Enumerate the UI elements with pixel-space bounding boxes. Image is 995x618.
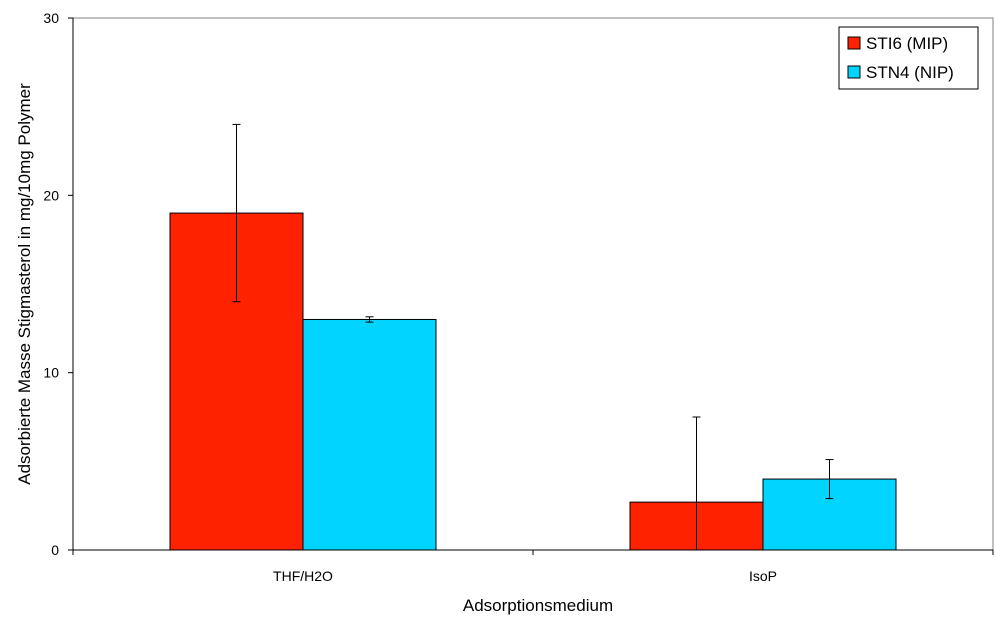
y-tick-label: 10 [43, 365, 59, 381]
plot-area: 0 10 20 30 THF/H2O IsoP [43, 10, 993, 584]
legend-swatch [848, 66, 860, 78]
legend: STI6 (MIP) STN4 (NIP) [839, 27, 978, 89]
x-axis-title: Adsorptionsmedium [463, 596, 613, 615]
x-tick-label: THF/H2O [273, 568, 333, 584]
y-tick-label: 0 [51, 542, 59, 558]
legend-label: STI6 (MIP) [866, 34, 948, 53]
legend-swatch [848, 37, 860, 49]
bar [303, 319, 436, 550]
x-tick-label: IsoP [749, 568, 777, 584]
y-tick-label: 30 [43, 10, 59, 26]
y-axis-title: Adsorbierte Masse Stigmasterol in mg/10m… [15, 83, 34, 485]
y-tick-label: 20 [43, 187, 59, 203]
legend-label: STN4 (NIP) [866, 63, 954, 82]
